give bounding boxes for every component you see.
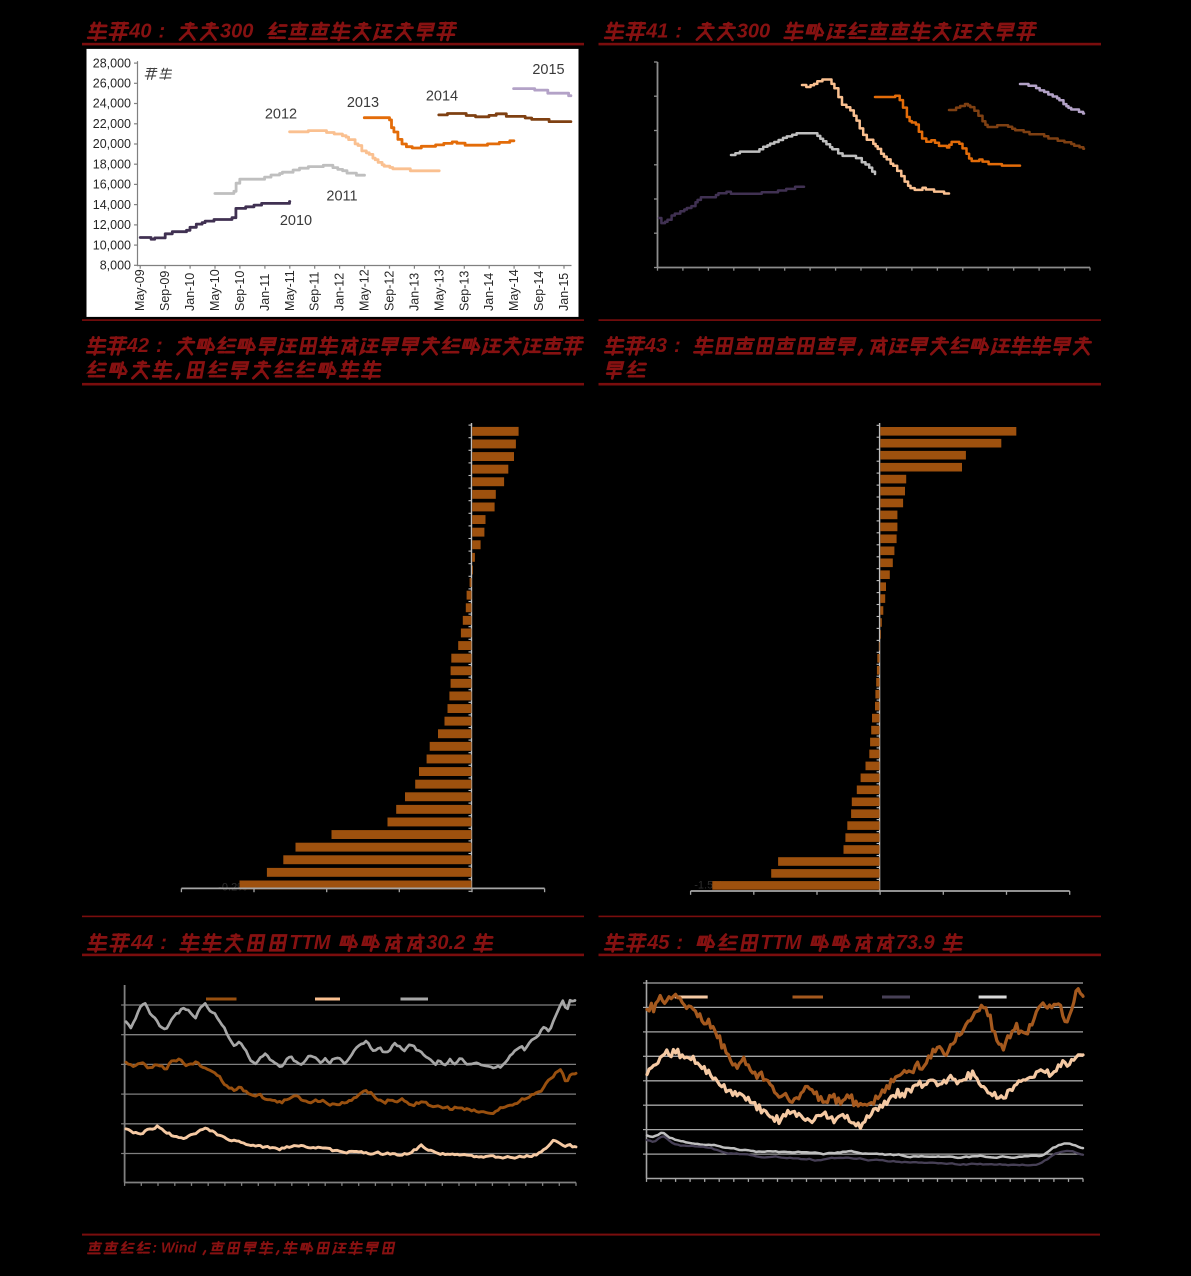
svg-text:45: 45 [646, 932, 670, 954]
svg-text:Jan-15: Jan-15 [557, 273, 571, 311]
svg-text:Sep-09: Sep-09 [158, 271, 172, 311]
svg-text:26,000: 26,000 [93, 77, 131, 91]
svg-text:Jan-10: Jan-10 [183, 273, 197, 311]
svg-text:2013: 2013 [347, 95, 379, 111]
svg-text:Sep-11: Sep-11 [308, 272, 322, 311]
svg-text:May-12: May-12 [358, 269, 372, 311]
svg-text::: : [160, 932, 167, 954]
svg-text:2014: 2014 [426, 89, 458, 105]
svg-text:May-09: May-09 [133, 269, 147, 311]
svg-text:20,000: 20,000 [93, 137, 131, 151]
svg-text:Jan-13: Jan-13 [407, 273, 421, 311]
svg-text:41: 41 [645, 20, 668, 42]
svg-text:42: 42 [126, 335, 149, 357]
svg-text::: : [156, 335, 163, 357]
svg-text:Sep-14: Sep-14 [532, 271, 546, 311]
svg-text:Sep-10: Sep-10 [233, 271, 247, 311]
svg-text:2011: 2011 [326, 189, 357, 205]
svg-text:May-11: May-11 [283, 270, 297, 311]
svg-text:2012: 2012 [265, 107, 297, 123]
svg-text:May-10: May-10 [208, 269, 222, 311]
svg-text::: : [674, 335, 681, 357]
svg-text:14,000: 14,000 [93, 198, 131, 212]
svg-text:43: 43 [644, 335, 667, 357]
svg-text:Sep-13: Sep-13 [457, 271, 471, 311]
svg-text:300: 300 [220, 20, 253, 42]
svg-text:16,000: 16,000 [93, 178, 131, 192]
svg-text:24,000: 24,000 [93, 97, 131, 111]
svg-text:22,000: 22,000 [93, 117, 131, 131]
svg-text::: : [675, 20, 682, 42]
svg-text:8,000: 8,000 [100, 259, 131, 273]
svg-text:12,000: 12,000 [93, 218, 131, 232]
svg-text:TTM: TTM [760, 932, 802, 954]
svg-text:2010: 2010 [280, 213, 312, 229]
svg-text:Jan-11: Jan-11 [258, 274, 272, 311]
svg-text:18,000: 18,000 [93, 157, 131, 171]
svg-text:30.2: 30.2 [426, 932, 465, 954]
svg-text:28,000: 28,000 [93, 56, 131, 70]
svg-text:: Wind: : Wind [152, 1240, 197, 1256]
svg-text::: : [159, 20, 166, 42]
svg-text::: : [676, 932, 683, 954]
svg-text:40: 40 [128, 20, 151, 42]
svg-text:Jan-12: Jan-12 [333, 273, 347, 311]
svg-text:44: 44 [130, 932, 153, 954]
svg-text:300: 300 [737, 20, 770, 42]
svg-text:Jan-14: Jan-14 [482, 273, 496, 311]
svg-text:Sep-12: Sep-12 [383, 271, 397, 311]
svg-text:10,000: 10,000 [93, 238, 131, 252]
svg-text:May-14: May-14 [507, 269, 521, 311]
svg-text:2015: 2015 [532, 62, 564, 78]
svg-text:May-13: May-13 [432, 269, 446, 311]
svg-text:TTM: TTM [289, 932, 331, 954]
svg-text:73.9: 73.9 [896, 932, 936, 954]
